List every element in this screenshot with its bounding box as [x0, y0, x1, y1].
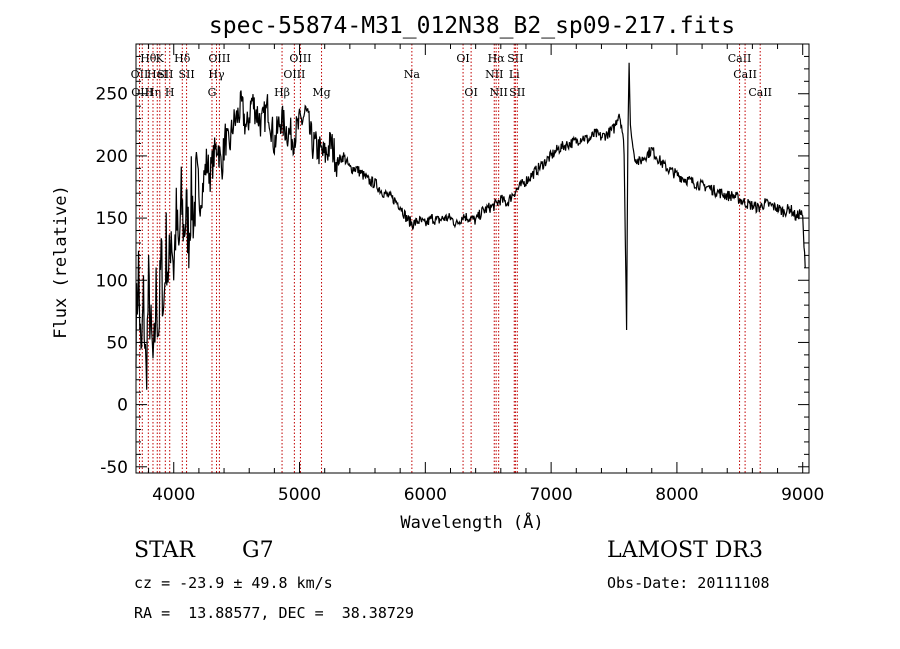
y-tick-label: 150 — [96, 209, 128, 229]
line-label-11: Hγ — [208, 68, 225, 81]
line-label-2: Hθ — [140, 52, 157, 65]
y-tick-label: 0 — [117, 396, 128, 416]
line-label-10: G — [208, 86, 217, 99]
line-label-27: CaII — [733, 68, 757, 81]
line-label-13: Hβ — [274, 86, 290, 99]
line-label-24: SII — [507, 52, 523, 65]
x-tick-label: 4000 — [152, 485, 195, 505]
line-label-7: H — [165, 86, 175, 99]
survey-name: LAMOST DR3 — [607, 538, 763, 563]
x-tick-label: 8000 — [655, 485, 698, 505]
x-tick-label: 6000 — [404, 485, 447, 505]
line-label-17: Na — [404, 68, 421, 81]
x-axis-label: Wavelength (Å) — [400, 511, 543, 533]
object-subclass: G7 — [242, 538, 274, 563]
redshift-text: cz = -23.9 ± 49.8 km/s — [134, 574, 333, 592]
obs-date-text: Obs-Date: 20111108 — [607, 574, 770, 592]
line-label-3: Hη — [145, 86, 161, 99]
spectrum-series-line — [135, 62, 806, 390]
line-label-28: CaII — [748, 86, 772, 99]
y-tick-label: 250 — [96, 85, 128, 105]
line-label-23: Li — [509, 68, 520, 81]
plot-frame — [135, 43, 810, 474]
line-label-16: Mg — [312, 86, 330, 99]
x-tick-label: 5000 — [278, 485, 321, 505]
line-label-18: OI — [456, 52, 469, 65]
line-label-12: OIII — [208, 52, 230, 65]
line-label-9: SII — [178, 68, 194, 81]
line-label-0: OII — [131, 68, 149, 81]
ra-dec-text: RA = 13.88577, DEC = 38.38729 — [134, 604, 414, 622]
y-tick-label: 100 — [96, 271, 128, 291]
chart-title: spec-55874-M31_012N38_B2_sp09-217.fits — [209, 13, 735, 39]
axis-ticks-layer: 4000 5000 6000 7000 8000 9000 -50 0 50 100 150 200 2… — [96, 43, 824, 505]
line-label-19: OI — [464, 86, 477, 99]
line-label-6: SII — [157, 68, 173, 81]
line-label-14: OIII — [283, 68, 305, 81]
y-tick-label: 50 — [106, 333, 128, 353]
line-label-5: K — [156, 52, 165, 65]
spectral-lines-layer: OIIOIIIHθHηHeIKSIIHHδSIIGHγOIIIHβOIIIOII… — [131, 44, 772, 473]
line-label-21: Hα — [488, 52, 506, 65]
object-class: STAR — [134, 538, 195, 563]
y-axis-label: Flux (relative) — [51, 185, 71, 339]
line-label-1: OIII — [131, 86, 153, 99]
line-label-20: NII — [485, 68, 503, 81]
line-label-4: HeI — [147, 68, 167, 81]
line-label-25: SII — [509, 86, 525, 99]
x-tick-label: 7000 — [529, 485, 572, 505]
x-tick-label: 9000 — [781, 485, 824, 505]
y-tick-label: -50 — [100, 458, 128, 478]
line-label-26: CaII — [728, 52, 752, 65]
y-tick-label: 200 — [96, 147, 128, 167]
line-label-22: NII — [490, 86, 508, 99]
line-label-15: OIII — [289, 52, 311, 65]
line-label-8: Hδ — [174, 52, 191, 65]
